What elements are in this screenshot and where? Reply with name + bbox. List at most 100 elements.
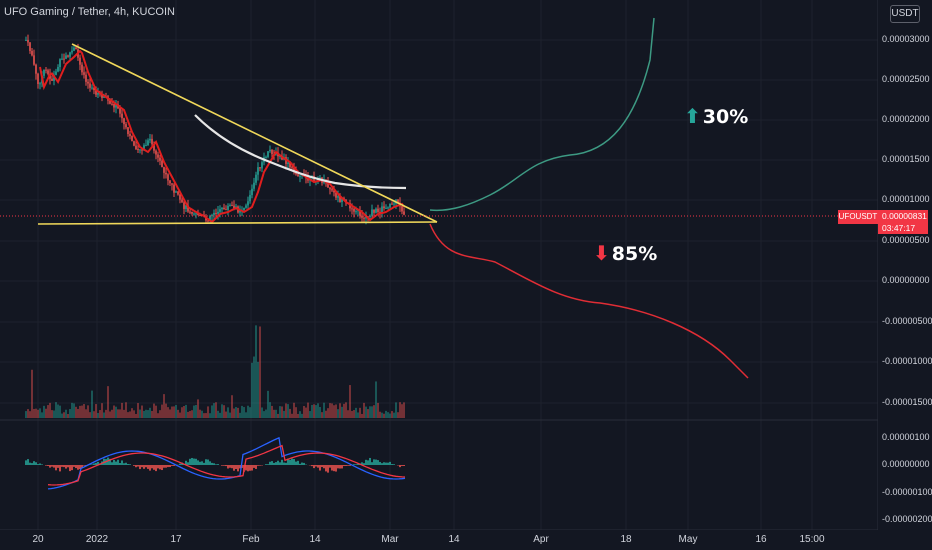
macd-histogram-bar	[63, 465, 65, 468]
volume-bar	[155, 405, 157, 418]
macd-histogram-bar	[227, 465, 229, 469]
date-axis-label: 16	[755, 534, 767, 545]
candle-body	[245, 205, 247, 208]
candle-body	[223, 207, 225, 210]
macd-histogram-bar	[97, 461, 99, 465]
volume-bar	[275, 409, 277, 418]
volume-bar	[179, 412, 181, 418]
candle-body	[389, 203, 391, 208]
volume-bar	[351, 411, 353, 418]
candle-body	[111, 103, 113, 105]
candle-body	[373, 209, 375, 213]
macd-histogram-bar	[335, 465, 337, 472]
macd-histogram-bar	[245, 465, 247, 471]
candle-body	[59, 59, 61, 68]
volume-bar	[301, 413, 303, 418]
candle-body	[127, 127, 129, 134]
macd-histogram-bar	[323, 465, 325, 469]
volume-bar	[225, 411, 227, 418]
macd-histogram-bar	[141, 465, 143, 468]
volume-bar	[227, 407, 229, 418]
candle-body	[31, 50, 33, 56]
macd-histogram-bar	[149, 465, 151, 471]
candle-body	[165, 172, 167, 175]
volume-bar	[69, 409, 71, 418]
volume-bar	[217, 410, 219, 418]
volume-bar	[161, 404, 163, 418]
candle-body	[143, 145, 145, 151]
candle-body	[95, 90, 97, 95]
candle-body	[149, 138, 151, 141]
candle-body	[213, 212, 215, 215]
volume-bar	[203, 413, 205, 418]
candle-body	[207, 220, 209, 222]
volume-bar	[59, 405, 61, 418]
volume-bar	[237, 407, 239, 418]
macd-histogram-bar	[119, 463, 121, 465]
macd-histogram-bar	[355, 464, 357, 465]
macd-histogram-bar	[275, 462, 277, 465]
oscillator-axis-label: 0.00000100	[882, 432, 930, 442]
macd-histogram-bar	[187, 462, 189, 465]
arrow-up-icon: ⬆	[684, 104, 701, 128]
macd-histogram-bar	[331, 465, 333, 471]
volume-bar	[223, 405, 225, 418]
volume-bar	[51, 410, 53, 418]
macd-histogram-bar	[225, 465, 227, 467]
downside-percent: 85%	[611, 243, 658, 265]
volume-bar	[41, 412, 43, 418]
candle-body	[137, 149, 139, 151]
macd-histogram-bar	[65, 465, 67, 469]
candle-body	[401, 206, 403, 212]
candle-body	[341, 198, 343, 202]
macd-histogram-bar	[223, 465, 225, 466]
candle-body	[147, 140, 149, 146]
macd-histogram-bar	[229, 465, 231, 468]
volume-bar	[105, 409, 107, 418]
macd-histogram-bar	[37, 464, 39, 465]
macd-histogram-bar	[27, 459, 29, 465]
price-axis-label: -0.00000500	[882, 316, 932, 326]
volume-bar	[261, 407, 263, 418]
chart-area[interactable]	[0, 0, 878, 530]
volume-bar	[213, 403, 215, 418]
volume-bar	[321, 412, 323, 418]
date-axis[interactable]: 20 2022 17 Feb 14 Mar 14 Apr 18 May 16 15:00	[0, 530, 878, 550]
macd-histogram-bar	[153, 465, 155, 470]
macd-histogram-bar	[273, 462, 275, 465]
macd-histogram-bar	[337, 465, 339, 469]
currency-button[interactable]: USDT	[890, 5, 920, 23]
candle-body	[141, 149, 143, 151]
volume-bar	[309, 411, 311, 418]
macd-histogram-bar	[133, 465, 135, 466]
volume-bar	[55, 402, 57, 418]
macd-histogram-bar	[277, 460, 279, 465]
price-axis[interactable]: 0.00003000 0.00002500 0.00002000 0.00001500…	[878, 0, 932, 530]
volume-bar	[255, 325, 257, 418]
volume-bar	[71, 402, 73, 418]
macd-histogram-bar	[403, 465, 405, 466]
macd-histogram-bar	[71, 465, 73, 471]
candle-body	[371, 209, 373, 216]
macd-histogram-bar	[295, 461, 297, 465]
last-price-value: 0.00000831	[882, 211, 927, 221]
macd-histogram-bar	[123, 463, 125, 465]
candle-body	[261, 162, 263, 169]
volume-bar	[331, 403, 333, 418]
volume-bar	[185, 404, 187, 418]
volume-bar	[279, 406, 281, 418]
macd-histogram-bar	[47, 465, 49, 466]
volume-bar	[289, 408, 291, 418]
macd-histogram-bar	[109, 458, 111, 465]
candle-body	[185, 205, 187, 209]
candle-body	[403, 211, 405, 215]
volume-bar	[183, 406, 185, 418]
arrow-down-icon: ⬇	[593, 241, 610, 265]
volume-bar	[391, 411, 393, 418]
macd-histogram-bar	[167, 465, 169, 468]
volume-bar	[199, 409, 201, 418]
candle-body	[397, 199, 399, 203]
candle-body	[73, 47, 75, 51]
volume-bar	[397, 412, 399, 418]
macd-histogram-bar	[179, 463, 181, 465]
